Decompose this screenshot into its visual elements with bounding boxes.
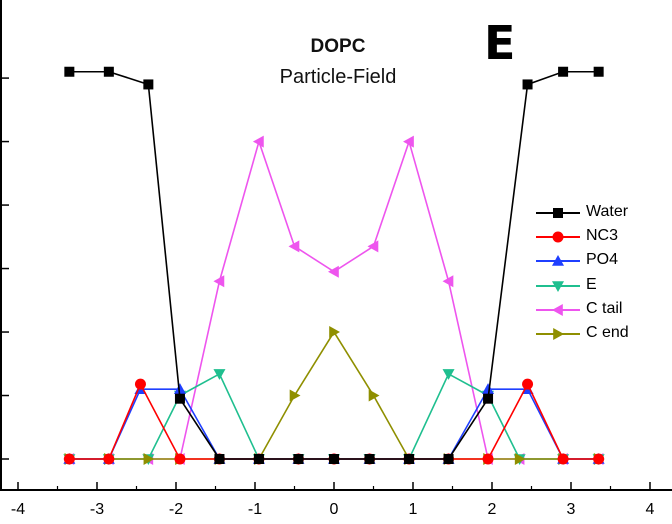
- point-c-tail: [213, 275, 225, 288]
- series-c-end: [64, 326, 605, 465]
- series-po4: [63, 383, 605, 464]
- point-e: [213, 369, 226, 380]
- legend-label-water: Water: [586, 203, 629, 220]
- legend-item-water: Water: [534, 202, 670, 226]
- point-water: [404, 454, 415, 464]
- point-c-tail: [328, 265, 339, 278]
- legend-marker: [553, 327, 564, 340]
- point-nc3: [593, 453, 605, 465]
- point-water: [364, 454, 375, 464]
- point-nc3: [557, 453, 569, 465]
- point-water: [293, 454, 304, 464]
- legend-label-nc3: NC3: [586, 227, 619, 245]
- legend-item-c-end: C end: [534, 323, 670, 347]
- point-c-end: [329, 326, 340, 339]
- series-nc3: [63, 378, 605, 465]
- series-line-e: [69, 372, 599, 460]
- point-c-end: [368, 389, 380, 402]
- legend-label-po4: PO4: [586, 251, 619, 269]
- point-water: [443, 454, 454, 464]
- chart-title: DOPC: [310, 36, 366, 57]
- x-tick-label: 0: [330, 501, 339, 518]
- panel-label: E: [484, 16, 516, 70]
- legend-swatch-water: [536, 208, 580, 218]
- legend: Water NC3 PO4 E C tail C end: [534, 202, 670, 347]
- series-line-nc3: [69, 382, 599, 460]
- legend-item-c-tail: C tail: [534, 299, 670, 323]
- point-po4: [173, 383, 186, 394]
- point-water: [103, 66, 114, 77]
- x-tick-label: -2: [169, 501, 183, 518]
- point-nc3: [134, 378, 146, 390]
- x-tick-label: -4: [11, 501, 25, 518]
- legend-label-e: E: [586, 275, 597, 293]
- point-nc3: [482, 453, 494, 465]
- point-e: [442, 369, 455, 380]
- legend-item-po4: PO4: [534, 250, 670, 274]
- point-nc3: [522, 378, 534, 390]
- point-c-tail: [288, 240, 300, 253]
- point-water: [174, 393, 185, 404]
- legend-marker: [552, 255, 564, 267]
- series-c-tail: [63, 135, 604, 465]
- x-tick-label: -1: [248, 501, 262, 518]
- legend-item-nc3: NC3: [534, 226, 670, 250]
- point-water: [329, 454, 339, 464]
- legend-item-e: E: [534, 275, 670, 299]
- point-water: [253, 454, 264, 464]
- legend-marker: [552, 280, 564, 292]
- point-c-tail: [252, 135, 264, 148]
- x-tick-label: 4: [646, 501, 655, 518]
- legend-label-c-tail: C tail: [586, 299, 623, 317]
- point-po4: [482, 383, 495, 394]
- point-water: [593, 66, 604, 77]
- point-water: [522, 79, 533, 90]
- legend-marker: [552, 231, 564, 243]
- chart-subtitle: Particle-Field: [279, 66, 397, 88]
- legend-label-c-end: C end: [586, 323, 629, 341]
- point-c-end: [143, 453, 155, 465]
- legend-swatch-c-tail: [536, 303, 580, 316]
- legend-swatch-e: [536, 280, 580, 292]
- point-water: [143, 79, 154, 90]
- series-water: [64, 66, 604, 464]
- legend-swatch-nc3: [536, 231, 580, 243]
- point-nc3: [63, 453, 75, 465]
- point-water: [214, 454, 225, 464]
- x-tick-label: -3: [90, 501, 104, 518]
- legend-marker: [552, 303, 563, 316]
- legend-swatch-po4: [536, 255, 580, 267]
- x-tick-label: 3: [567, 501, 576, 518]
- point-c-end: [289, 389, 301, 402]
- point-water: [64, 66, 75, 77]
- point-c-tail: [442, 275, 454, 288]
- series-line-c-tail: [69, 138, 599, 460]
- legend-swatch-c-end: [536, 327, 580, 340]
- point-nc3: [103, 453, 115, 465]
- x-tick-label: 2: [488, 501, 497, 518]
- point-c-tail: [403, 135, 414, 148]
- point-water: [558, 66, 569, 77]
- legend-marker: [553, 208, 563, 218]
- point-nc3: [174, 453, 186, 465]
- point-c-end: [514, 453, 526, 465]
- point-water: [483, 393, 494, 404]
- series-line-c-end: [69, 330, 599, 460]
- x-tick-label: 1: [409, 501, 418, 518]
- point-c-tail: [367, 240, 379, 253]
